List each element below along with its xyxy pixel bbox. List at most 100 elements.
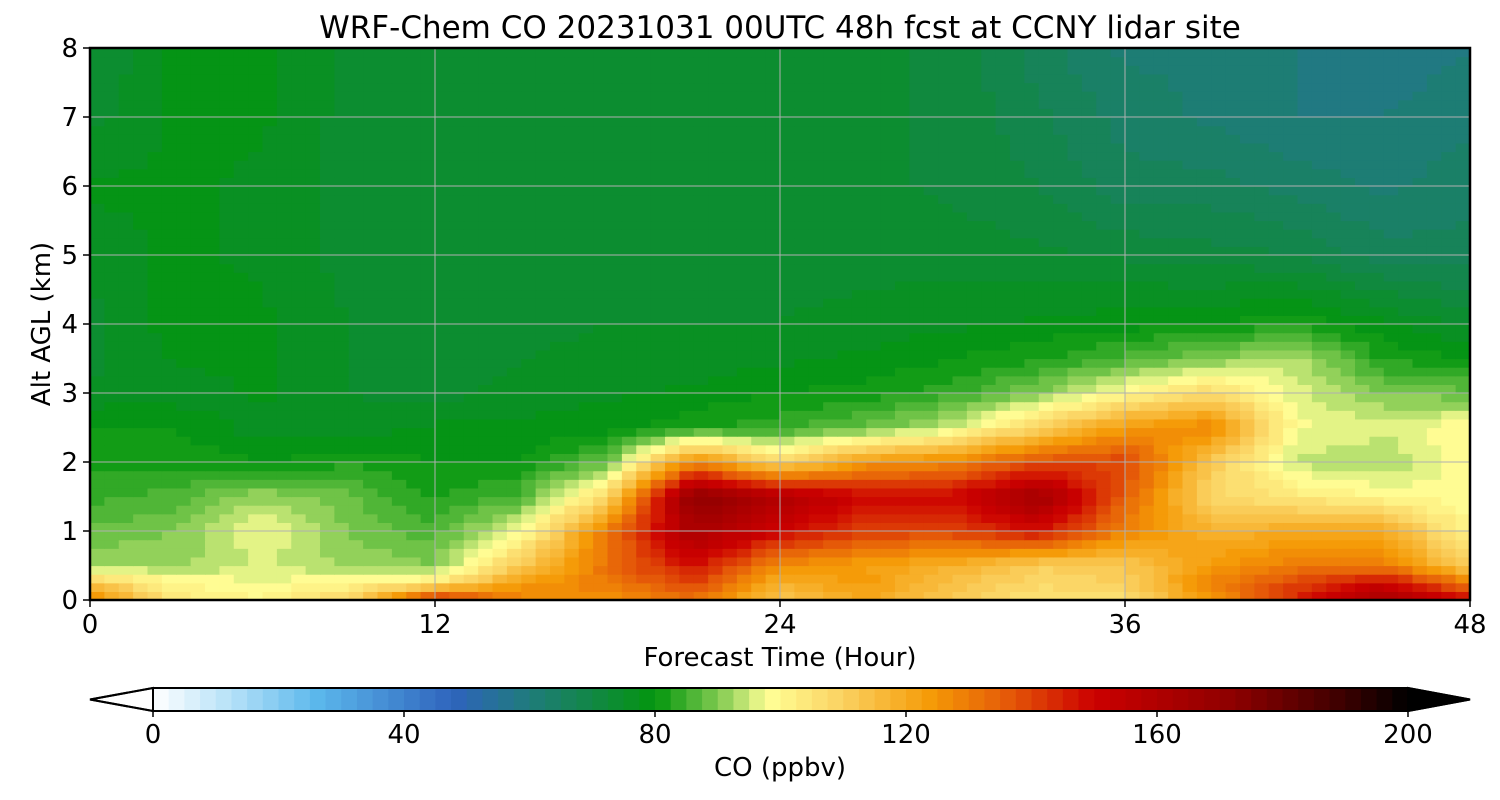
heatmap-cell [262, 427, 278, 437]
heatmap-cell [233, 591, 249, 600]
heatmap-cell [391, 324, 407, 334]
heatmap-cell [607, 479, 623, 489]
heatmap-cell [1311, 237, 1327, 247]
heatmap-cell [1398, 444, 1414, 454]
heatmap-cell [147, 177, 163, 187]
heatmap-cell [535, 324, 551, 334]
heatmap-cell [478, 401, 494, 411]
heatmap-cell [1369, 332, 1385, 342]
heatmap-cell [708, 160, 724, 170]
heatmap-cell [1297, 531, 1313, 541]
heatmap-cell [1455, 453, 1470, 463]
heatmap-cell [1139, 453, 1155, 463]
heatmap-cell [406, 229, 422, 239]
heatmap-cell [1240, 315, 1255, 325]
heatmap-cell [550, 280, 565, 291]
heatmap-cell [1355, 375, 1370, 385]
heatmap-cell [320, 487, 335, 498]
heatmap-cell [1369, 401, 1385, 411]
heatmap-cell [391, 479, 407, 489]
heatmap-cell [406, 324, 422, 334]
heatmap-cell [506, 418, 522, 429]
heatmap-cell [995, 401, 1011, 411]
heatmap-cell [736, 272, 752, 282]
heatmap-cell [794, 186, 810, 196]
heatmap-cell [1340, 384, 1356, 394]
heatmap-cell [291, 531, 307, 541]
heatmap-cell [1455, 324, 1470, 334]
heatmap-cell [1067, 255, 1083, 265]
heatmap-cell [1196, 160, 1212, 170]
heatmap-cell [636, 272, 652, 282]
heatmap-cell [1240, 531, 1255, 541]
heatmap-cell [363, 324, 379, 334]
heatmap-cell [449, 306, 465, 316]
heatmap-cell [1081, 453, 1097, 463]
heatmap-cell [305, 237, 321, 247]
heatmap-cell [435, 237, 450, 247]
heatmap-cell [952, 496, 968, 506]
heatmap-cell [923, 453, 939, 463]
heatmap-cell [665, 591, 680, 600]
heatmap-cell [665, 332, 680, 342]
heatmap-cell [1398, 298, 1414, 308]
heatmap-cell [1053, 479, 1069, 489]
heatmap-cell [1168, 203, 1184, 213]
heatmap-cell [1139, 263, 1155, 273]
heatmap-cell [492, 160, 508, 170]
heatmap-cell [219, 186, 235, 196]
heatmap-cell [161, 177, 177, 187]
heatmap-cell [722, 255, 738, 265]
heatmap-cell [176, 280, 192, 291]
heatmap-cell [708, 151, 724, 161]
heatmap-cell [550, 367, 565, 377]
heatmap-cell [866, 194, 882, 204]
heatmap-cell [736, 246, 752, 256]
heatmap-cell [377, 384, 393, 394]
heatmap-cell [248, 341, 264, 351]
heatmap-cell [248, 255, 264, 265]
heatmap-cell [161, 522, 177, 532]
heatmap-cell [823, 574, 839, 584]
heatmap-cell [1010, 496, 1025, 506]
heatmap-cell [995, 289, 1011, 299]
heatmap-cell [1024, 237, 1040, 247]
heatmap-cell [492, 280, 508, 291]
heatmap-cell [276, 237, 292, 247]
heatmap-cell [1369, 375, 1385, 385]
heatmap-cell [334, 229, 350, 239]
heatmap-cell [895, 591, 910, 600]
heatmap-cell [578, 556, 594, 567]
heatmap-cell [808, 436, 824, 446]
heatmap-cell [1369, 220, 1385, 230]
heatmap-cell [981, 237, 997, 247]
heatmap-cell [435, 401, 450, 411]
heatmap-cell [923, 315, 939, 325]
heatmap-cell [593, 246, 609, 256]
heatmap-cell [909, 280, 925, 291]
heatmap-cell [1168, 255, 1184, 265]
heatmap-cell [276, 574, 292, 584]
heatmap-cell [823, 211, 839, 222]
heatmap-cell [1168, 436, 1184, 446]
heatmap-cell [1369, 565, 1385, 575]
heatmap-cell [334, 168, 350, 178]
heatmap-cell [780, 375, 795, 385]
heatmap-cell [1010, 220, 1025, 230]
heatmap-cell [636, 522, 652, 532]
heatmap-cell [492, 324, 508, 334]
heatmap-cell [578, 470, 594, 480]
heatmap-cell [1340, 203, 1356, 213]
heatmap-cell [665, 384, 680, 394]
heatmap-cell [895, 505, 910, 515]
heatmap-cell [1283, 168, 1299, 178]
heatmap-cell [90, 280, 105, 291]
heatmap-cell [219, 160, 235, 170]
heatmap-cell [1081, 565, 1097, 575]
heatmap-cell [219, 462, 235, 472]
heatmap-cell [320, 211, 335, 222]
heatmap-cell [233, 393, 249, 403]
heatmap-cell [1441, 591, 1457, 600]
heatmap-cell [952, 401, 968, 411]
heatmap-cell [607, 280, 623, 291]
